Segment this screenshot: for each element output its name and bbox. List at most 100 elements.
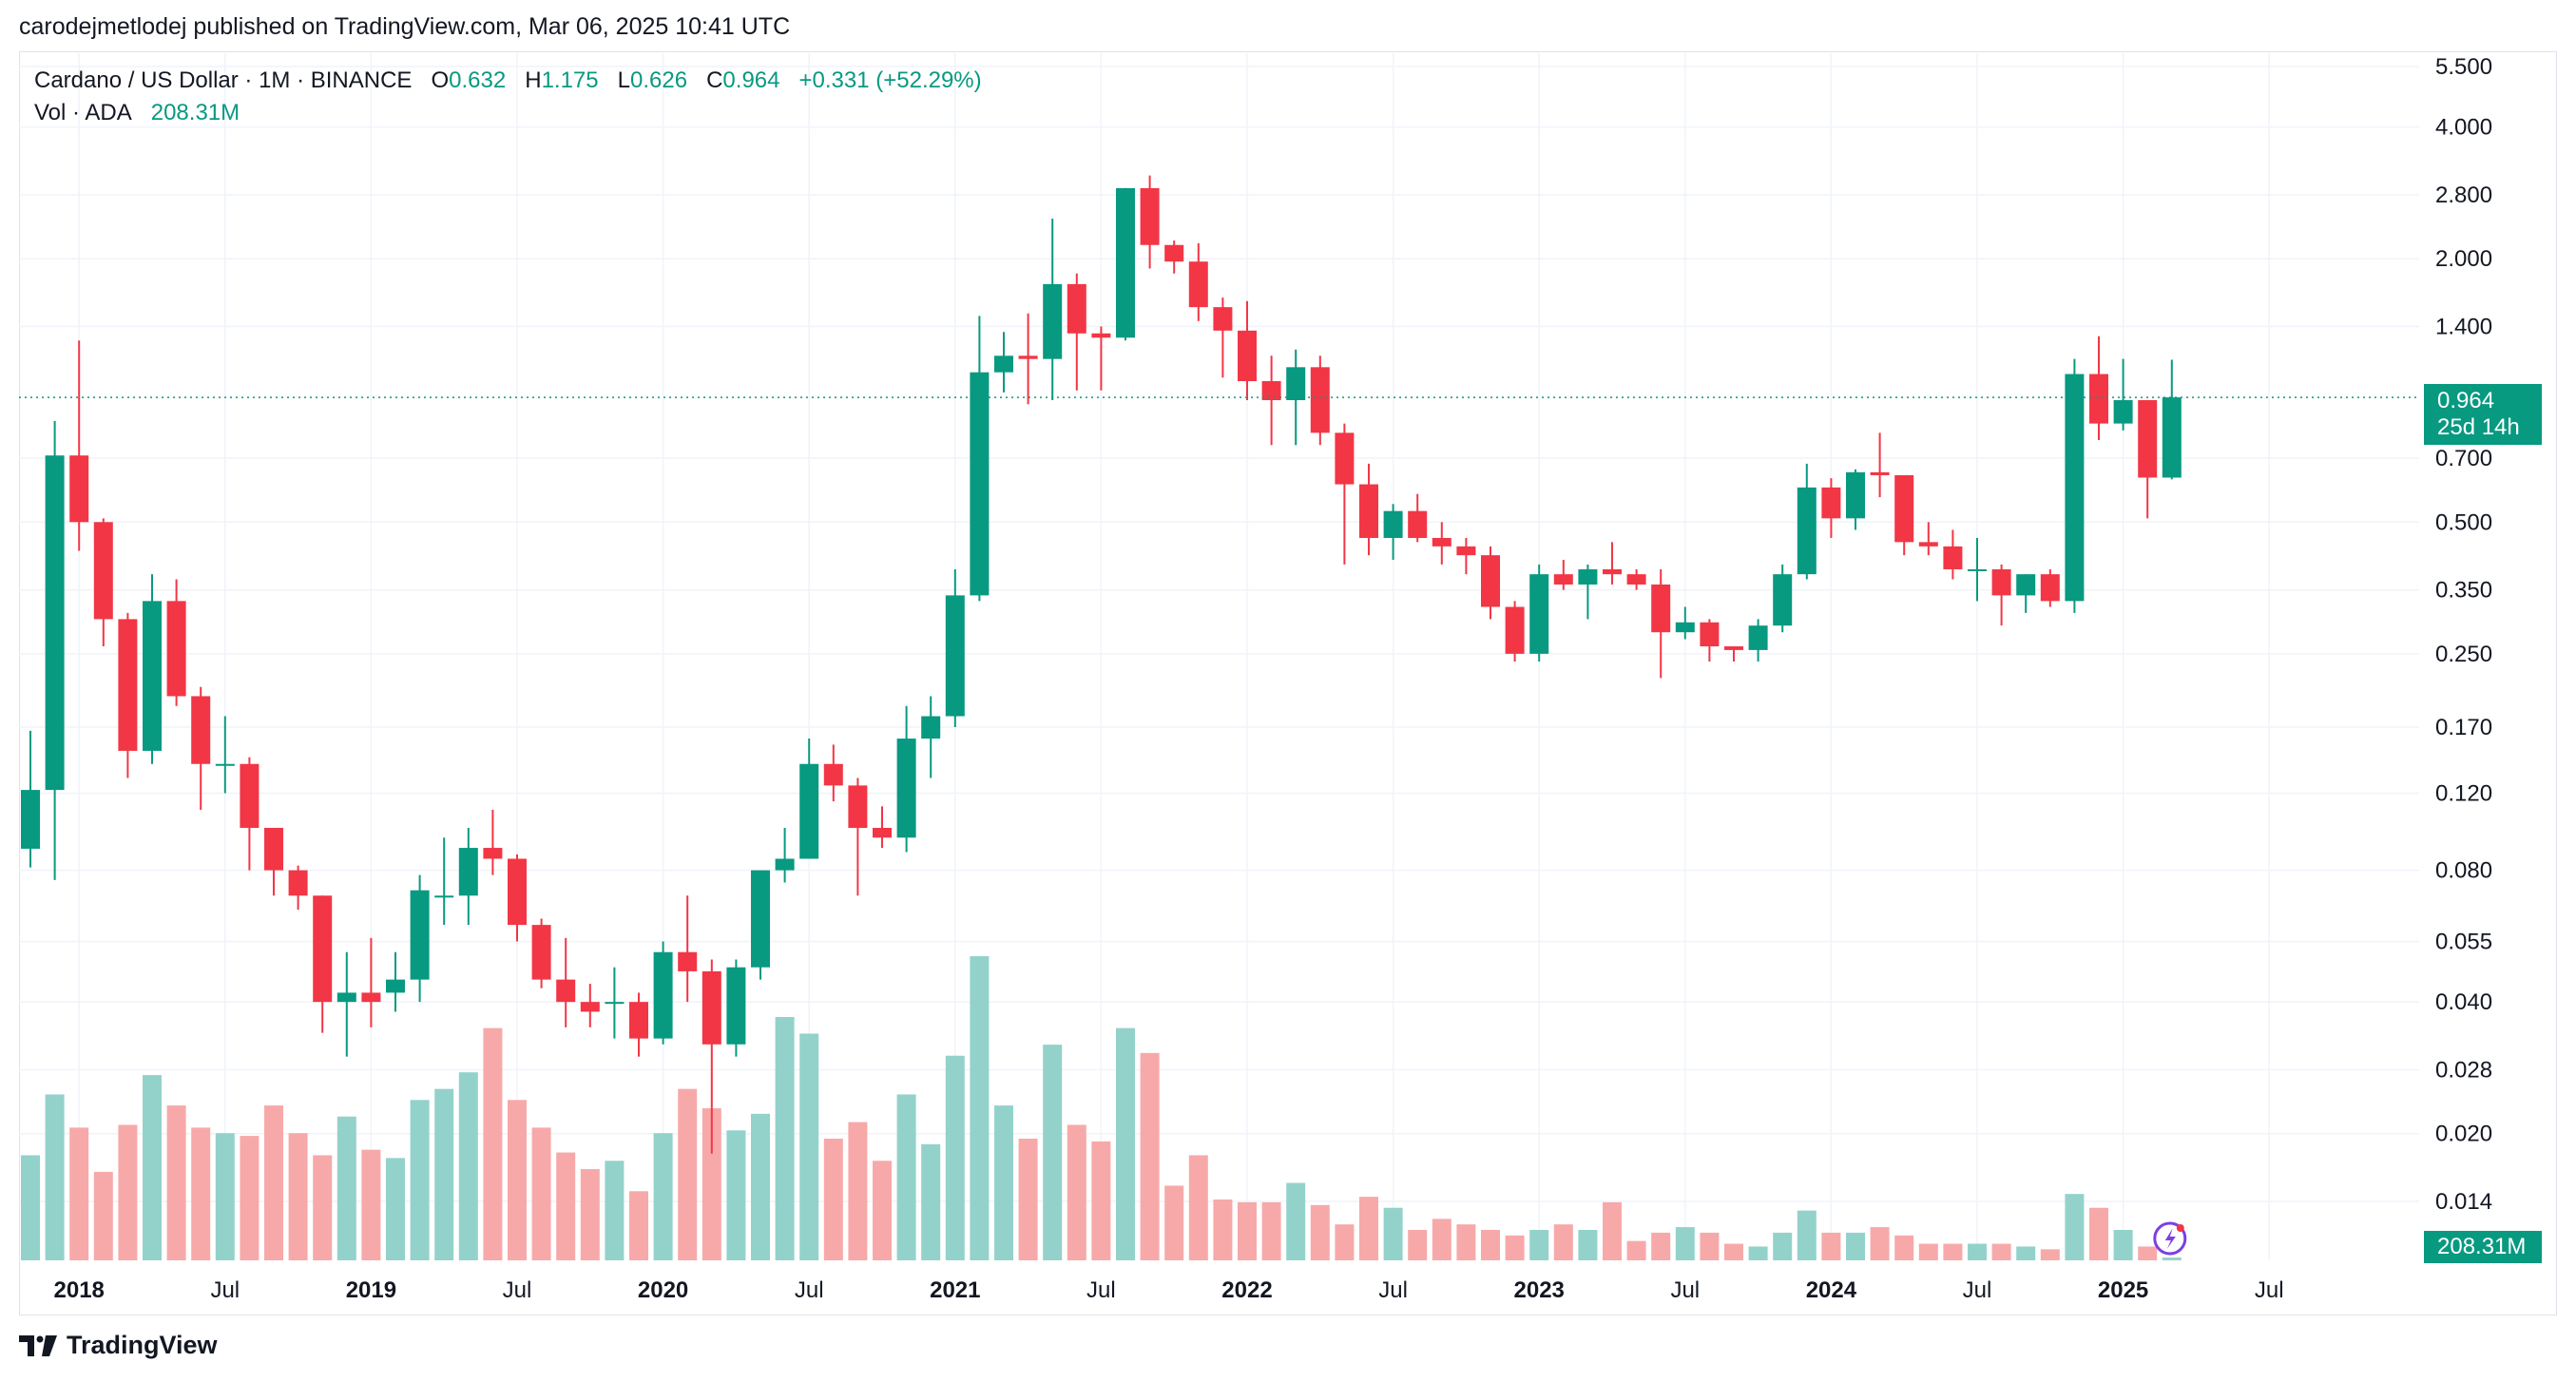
candle-body (945, 595, 965, 717)
time-axis-tick: 2023 (1514, 1277, 1565, 1303)
candle-body (1651, 584, 1671, 633)
legend-close-value: 0.964 (722, 67, 780, 93)
candle-body (410, 890, 430, 980)
candle-body (1529, 574, 1549, 654)
volume-bar (313, 1155, 333, 1260)
price-axis-tick: 1.400 (2435, 314, 2492, 339)
volume-bar (2162, 1257, 2182, 1260)
volume-bar (1603, 1201, 1622, 1260)
volume-bar (1116, 1027, 1135, 1260)
candle-body (1456, 546, 1476, 556)
volume-bar (1918, 1243, 1938, 1260)
volume-bar (1797, 1210, 1817, 1260)
volume-bar (93, 1171, 113, 1260)
volume-bar (45, 1094, 65, 1260)
candle-body (1553, 574, 1573, 585)
candle-body (1238, 330, 1257, 382)
candle-body (240, 763, 260, 829)
candle-body (69, 455, 89, 523)
candle-body (2016, 574, 2036, 596)
volume-bar (556, 1152, 576, 1260)
candle-body (483, 848, 503, 859)
candle-body (605, 1002, 625, 1005)
candle-body (434, 895, 454, 898)
candle-body (1870, 471, 1890, 475)
candle-body (1018, 355, 1038, 359)
volume-bar (191, 1127, 211, 1260)
volume-bar (1018, 1139, 1038, 1260)
legend-close-label: C (706, 67, 723, 93)
volume-bar (678, 1088, 698, 1260)
volume-bar (1529, 1230, 1549, 1260)
legend-low-value: 0.626 (630, 67, 688, 93)
legend-volume-value: 208.31M (150, 100, 240, 125)
volume-bar (215, 1133, 235, 1260)
volume-bar (1043, 1045, 1063, 1260)
volume-bar (702, 1108, 721, 1260)
candle-body (1310, 367, 1330, 433)
legend-symbol-row: Cardano / US Dollar · 1M · BINANCE O0.63… (34, 65, 982, 97)
legend-volume-label[interactable]: Vol · ADA (34, 100, 132, 125)
volume-bar (1481, 1230, 1500, 1260)
volume-bar (921, 1143, 941, 1260)
candle-body (458, 848, 478, 896)
candle-body (1700, 622, 1720, 647)
candle-body (702, 970, 721, 1045)
bar-countdown: 25d 14h (2437, 414, 2520, 441)
volume-bar (1675, 1227, 1695, 1260)
volume-bar (1383, 1207, 1403, 1260)
volume-bar (1456, 1224, 1476, 1260)
candle-body (386, 979, 405, 993)
candle-body (1140, 187, 1160, 245)
candle-body (361, 992, 381, 1003)
volume-bar (823, 1139, 843, 1260)
candle-body (1043, 283, 1063, 359)
candle-body (508, 858, 527, 926)
candle-body (1943, 546, 1963, 569)
price-axis-tick: 0.350 (2435, 578, 2492, 604)
candle-body (1724, 646, 1743, 650)
candle-body (994, 355, 1013, 373)
candle-body (264, 828, 283, 871)
candle-body (873, 828, 892, 838)
volume-bar (458, 1072, 478, 1260)
time-axis-tick: Jul (1378, 1277, 1408, 1303)
candle-body (1408, 510, 1428, 538)
volume-bar (361, 1149, 381, 1260)
candle-body (970, 372, 990, 596)
time-axis-tick: 2022 (1221, 1277, 1272, 1303)
volume-bar (580, 1169, 600, 1260)
candle-body (653, 951, 673, 1039)
time-axis-tick: Jul (2255, 1277, 2284, 1303)
candle-body (726, 967, 746, 1045)
candle-body (2162, 397, 2182, 478)
volume-bar (69, 1127, 89, 1260)
candle-body (1991, 568, 2011, 596)
tradingview-brand-label: TradingView (67, 1331, 218, 1359)
flash-badge-icon (2153, 1221, 2187, 1256)
legend-open-value: 0.632 (449, 67, 507, 93)
legend-open-label: O (431, 67, 450, 93)
price-axis-tick: 0.040 (2435, 989, 2492, 1015)
time-axis-tick: Jul (503, 1277, 532, 1303)
candle-body (1773, 574, 1793, 626)
volume-bar (143, 1075, 162, 1260)
volume-bar (873, 1161, 892, 1260)
time-axis-tick: 2024 (1806, 1277, 1857, 1303)
candle-body (1578, 568, 1598, 585)
candle-body (2138, 400, 2158, 478)
candle-body (1675, 622, 1695, 633)
tradingview-logo-icon (19, 1334, 57, 1356)
candle-body (775, 858, 795, 871)
candle-body (336, 992, 356, 1003)
volume-bar (1505, 1235, 1525, 1260)
chart-frame (19, 51, 2557, 1315)
volume-bar (21, 1155, 40, 1260)
volume-bar (1067, 1124, 1086, 1260)
candle-body (823, 763, 843, 786)
candle-body (1164, 244, 1184, 262)
tradingview-brand[interactable]: TradingView (19, 1331, 218, 1360)
legend-symbol[interactable]: Cardano / US Dollar · 1M · BINANCE (34, 67, 413, 93)
volume-bar (1286, 1182, 1306, 1260)
